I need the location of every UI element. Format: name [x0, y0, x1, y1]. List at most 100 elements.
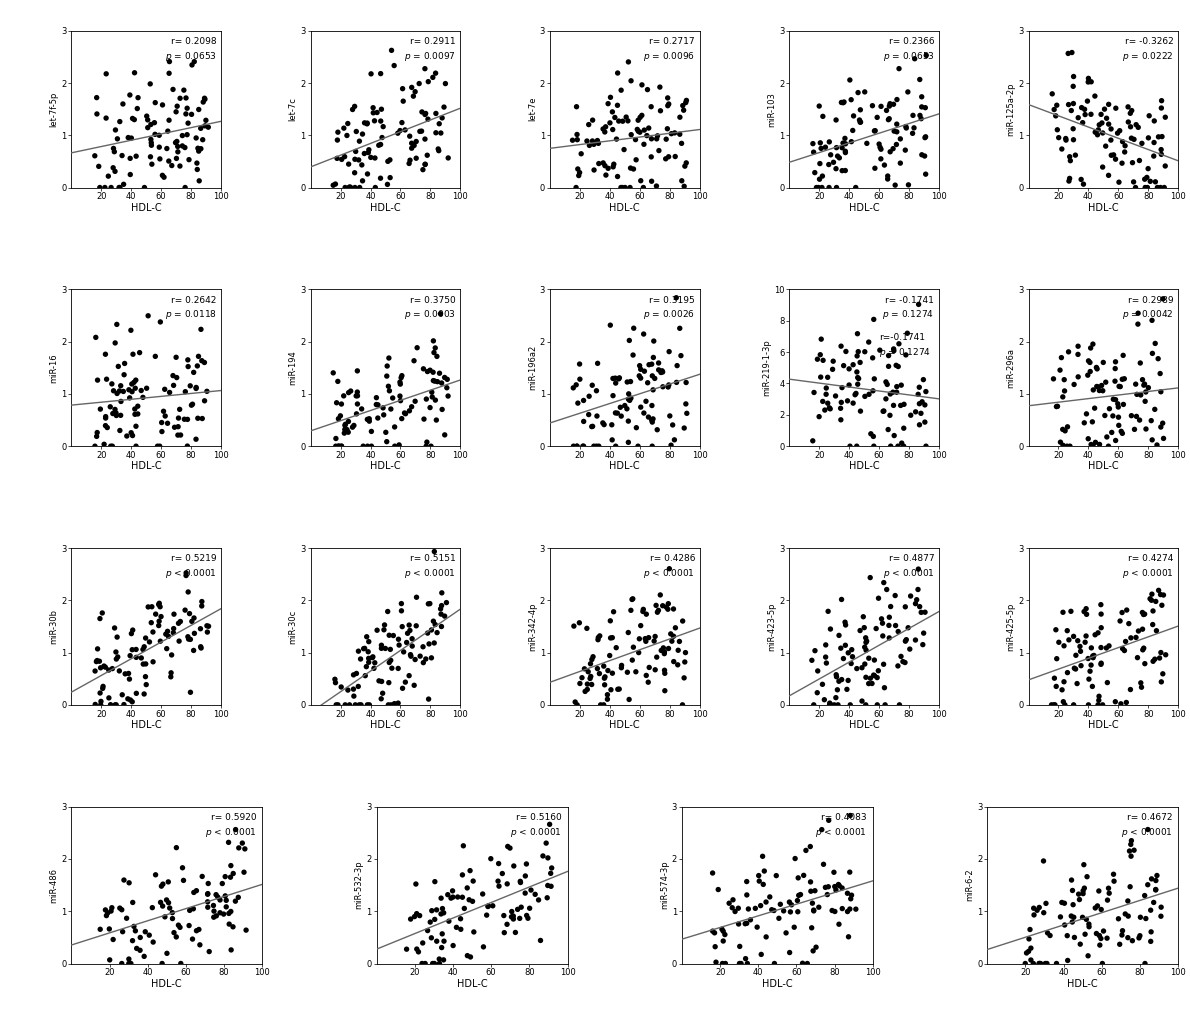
Point — [134, 948, 154, 965]
Point — [583, 649, 602, 665]
Point — [90, 610, 109, 626]
Point — [120, 648, 139, 664]
Point — [581, 670, 600, 687]
Point — [90, 921, 109, 938]
Point — [869, 590, 888, 607]
Point — [1151, 179, 1170, 196]
Point — [885, 177, 904, 194]
Point — [1128, 316, 1147, 332]
Point — [102, 376, 121, 393]
Point — [1077, 911, 1096, 928]
Point — [851, 101, 870, 118]
Point — [1140, 590, 1159, 607]
Point — [812, 369, 831, 385]
Text: r= 0.4083
$p$ < 0.0001: r= 0.4083 $p$ < 0.0001 — [815, 813, 868, 838]
Point — [832, 94, 851, 111]
Point — [1157, 647, 1176, 663]
Point — [910, 72, 929, 88]
Point — [144, 654, 163, 670]
Point — [106, 335, 125, 352]
Point — [757, 894, 776, 910]
Point — [106, 163, 125, 179]
Point — [634, 602, 653, 618]
X-axis label: HDL-C: HDL-C — [370, 461, 401, 472]
Point — [583, 418, 602, 435]
Point — [704, 925, 724, 941]
Point — [464, 873, 483, 890]
Point — [1128, 650, 1147, 666]
Text: r= 0.4274
$p$ < 0.0001: r= 0.4274 $p$ < 0.0001 — [1122, 555, 1173, 580]
Y-axis label: miR-103: miR-103 — [768, 91, 776, 126]
Point — [658, 90, 677, 107]
Point — [1047, 399, 1066, 415]
Point — [198, 886, 217, 902]
Point — [427, 348, 446, 365]
Point — [910, 108, 929, 124]
Text: r=-0.1741
$p$ = 0.1274: r=-0.1741 $p$ = 0.1274 — [879, 333, 931, 359]
Point — [653, 598, 672, 614]
Point — [1126, 179, 1145, 196]
Point — [163, 367, 182, 383]
Point — [564, 379, 583, 396]
Point — [879, 629, 898, 646]
Point — [1047, 97, 1066, 114]
Point — [738, 955, 757, 972]
Point — [809, 97, 828, 114]
Point — [478, 898, 497, 914]
Point — [117, 910, 136, 927]
Point — [595, 668, 614, 685]
Point — [422, 930, 441, 946]
Point — [1075, 879, 1094, 896]
Point — [169, 615, 188, 631]
Point — [453, 867, 472, 884]
Point — [651, 79, 670, 95]
Point — [109, 663, 129, 680]
Point — [677, 155, 696, 171]
Point — [389, 438, 408, 454]
Point — [393, 368, 412, 384]
Point — [88, 641, 107, 657]
Point — [214, 906, 233, 922]
Point — [424, 955, 443, 972]
Point — [136, 629, 155, 646]
Point — [1096, 138, 1115, 155]
Point — [1147, 437, 1166, 453]
Point — [1045, 101, 1064, 118]
Point — [848, 343, 868, 360]
Point — [632, 77, 651, 93]
Point — [120, 166, 139, 182]
Point — [829, 876, 848, 893]
Point — [198, 383, 217, 400]
Point — [853, 609, 872, 625]
Point — [1073, 115, 1092, 131]
X-axis label: HDL-C: HDL-C — [762, 979, 793, 989]
Point — [114, 696, 133, 712]
Point — [779, 894, 798, 910]
Point — [1113, 605, 1132, 621]
Point — [881, 599, 900, 615]
Point — [860, 670, 879, 687]
Point — [151, 633, 170, 650]
Point — [1063, 44, 1082, 60]
Point — [619, 385, 638, 402]
Point — [863, 675, 882, 692]
Point — [1110, 123, 1129, 139]
Point — [656, 151, 675, 167]
Point — [1097, 110, 1116, 126]
Point — [856, 343, 875, 360]
Point — [123, 642, 142, 658]
Point — [1115, 144, 1134, 160]
Point — [194, 94, 213, 111]
Point — [823, 361, 843, 377]
Point — [430, 955, 449, 972]
Point — [813, 109, 832, 125]
Point — [737, 950, 756, 967]
Point — [502, 903, 521, 919]
Point — [1135, 655, 1154, 671]
Point — [357, 658, 376, 674]
Point — [176, 179, 195, 196]
Point — [910, 416, 929, 433]
Point — [1079, 353, 1098, 369]
Point — [428, 373, 447, 390]
Point — [1142, 586, 1161, 603]
